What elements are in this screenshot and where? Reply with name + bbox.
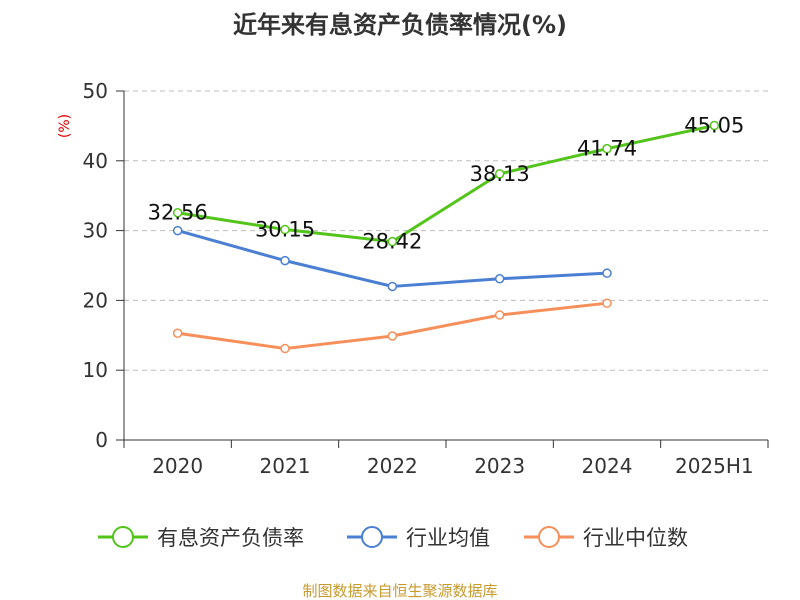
data-point	[280, 343, 290, 354]
chart-title: 近年来有息资产负债率情况(%)	[233, 11, 567, 39]
data-label: 28.42	[362, 230, 422, 254]
x-tick-label: 2020	[152, 454, 203, 478]
y-axis-label: (%)	[57, 114, 73, 138]
legend-label: 有息资产负债率	[157, 526, 304, 550]
data-point	[494, 169, 505, 179]
data-point	[709, 120, 720, 131]
data-point	[172, 207, 183, 218]
data-label: 45.05	[684, 114, 744, 138]
series-0	[172, 120, 720, 247]
data-point	[602, 268, 612, 278]
data-label: 41.74	[577, 137, 637, 161]
legend-item-1: 行业均值	[347, 526, 490, 550]
legend-swatch-marker	[112, 526, 134, 548]
legend: 有息资产负债率 行业均值 行业中位数	[98, 526, 688, 550]
y-tick-label: 30	[83, 219, 108, 243]
series-1	[172, 225, 612, 292]
legend-label: 行业均值	[406, 526, 490, 550]
data-point	[387, 281, 398, 292]
data-label: 32.56	[148, 201, 208, 225]
series-line	[176, 301, 609, 351]
data-point	[494, 310, 505, 320]
y-tick-label: 0	[95, 428, 108, 452]
data-point	[280, 224, 290, 235]
x-tick-label: 2024	[582, 454, 633, 478]
legend-item-2: 行业中位数	[524, 526, 688, 550]
x-tick-label: 2022	[367, 454, 418, 478]
x-tick-label: 2023	[474, 454, 525, 478]
legend-swatch-marker	[361, 526, 383, 548]
axes: 0 10 20 30 40 50 2020 2021 2022 2023 2024 2025H1	[83, 79, 769, 478]
legend-label: 行业中位数	[583, 526, 688, 550]
data-point	[387, 331, 398, 341]
series-lines	[172, 120, 720, 354]
gridlines	[124, 90, 768, 371]
y-tick-label: 40	[83, 149, 108, 173]
legend-item-0: 有息资产负债率	[98, 526, 304, 550]
data-point	[172, 328, 183, 338]
data-point	[602, 143, 612, 154]
y-tick-label: 10	[83, 358, 108, 382]
series-line	[176, 124, 716, 244]
x-tick-label: 2021	[260, 454, 311, 478]
y-tick-label: 50	[83, 79, 108, 103]
data-point	[172, 225, 183, 236]
y-tick-label: 20	[83, 288, 108, 312]
legend-swatch-marker	[538, 526, 560, 548]
data-point	[280, 255, 290, 266]
data-label: 30.15	[255, 218, 315, 242]
data-labels: 32.56 30.15 28.42 38.13 41.74 45.05	[148, 114, 745, 254]
data-label: 38.13	[470, 162, 530, 186]
series-2	[172, 298, 612, 354]
data-point	[602, 298, 612, 308]
source-note: 制图数据来自恒生聚源数据库	[302, 582, 497, 600]
x-tick-label: 2025H1	[675, 454, 754, 478]
data-point	[494, 274, 505, 284]
data-point	[387, 236, 398, 247]
